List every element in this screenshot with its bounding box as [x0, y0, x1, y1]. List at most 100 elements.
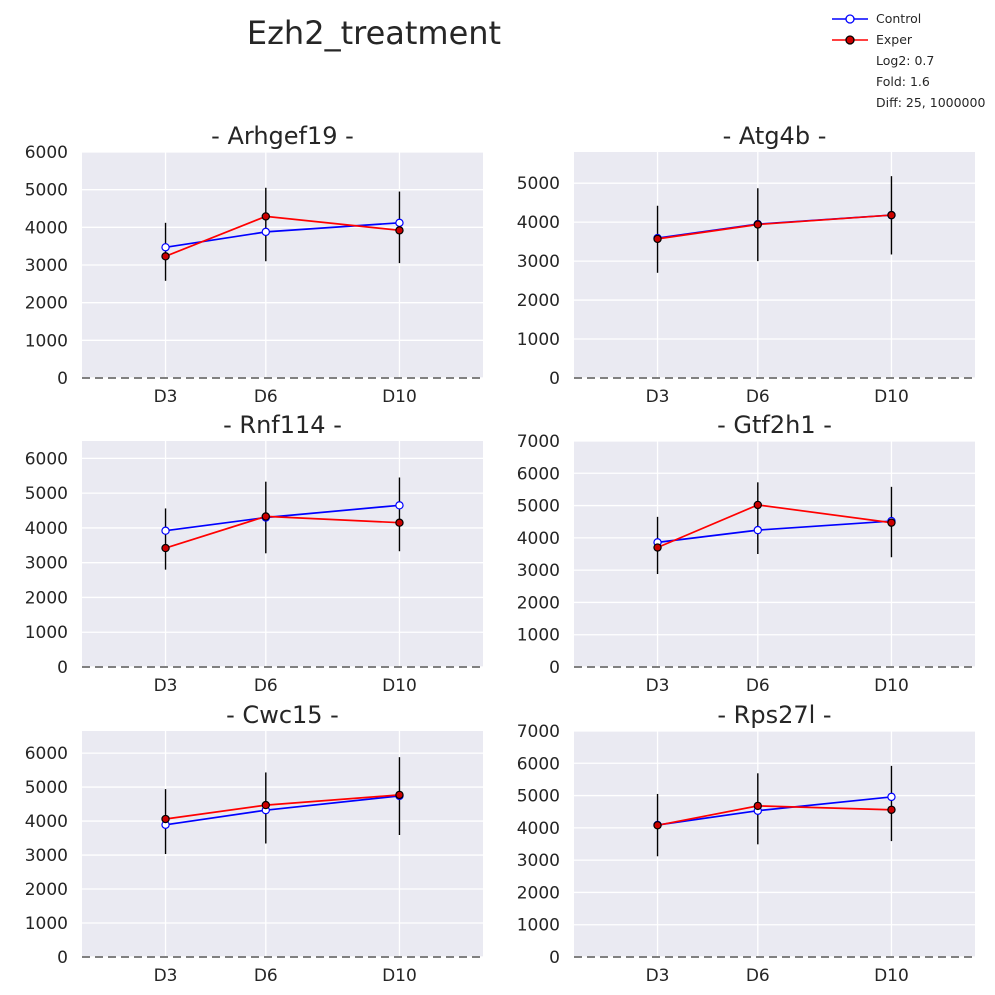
y-tick-label: 5000 — [25, 778, 68, 798]
x-tick-label: D10 — [382, 387, 417, 407]
plot-area — [82, 441, 483, 667]
data-point-control — [395, 218, 404, 228]
y-tick-label: 1000 — [517, 330, 560, 350]
y-tick-label: 1000 — [25, 331, 68, 351]
y-tick-label: 6000 — [25, 449, 68, 469]
y-tick-label: 2000 — [25, 588, 68, 608]
data-point-exper — [395, 518, 404, 527]
data-point-exper — [161, 252, 170, 261]
data-point-exper — [887, 518, 896, 527]
figure-title: Ezh2_treatment — [246, 14, 502, 52]
legend-note-log2-text: Log2: 0.7 — [876, 53, 935, 68]
y-tick-label: 6000 — [25, 143, 68, 163]
subplot-1: 0 1000 2000 3000 4000 5000 6000 D3 D6 D10 - Arhgef… — [25, 122, 483, 407]
x-tick-label: D3 — [154, 676, 178, 696]
x-tick-label: D10 — [874, 676, 909, 696]
y-tick-label: 4000 — [517, 529, 560, 549]
y-tick-label: 3000 — [517, 561, 560, 581]
y-tick-label: 0 — [57, 658, 68, 678]
x-tick-label: D3 — [646, 387, 670, 407]
subplot-title: - Atg4b - — [723, 122, 827, 150]
subplot-title: - Rnf114 - — [223, 411, 342, 439]
plot-area — [82, 731, 483, 957]
legend-note-fold-text: Fold: 1.6 — [876, 74, 930, 89]
y-tick-label: 4000 — [25, 218, 68, 238]
y-tick-label: 1000 — [517, 916, 560, 936]
subplot-6: 0 1000 2000 3000 4000 5000 6000 7000 D3 D6 D10 - Rp… — [517, 701, 975, 986]
legend-label-exper: Exper — [876, 32, 913, 47]
data-point-exper — [261, 512, 270, 521]
subplot-title: - Arhgef19 - — [211, 122, 354, 150]
data-point-exper — [161, 543, 170, 553]
y-tick-label: 3000 — [517, 252, 560, 272]
subplot-5: 0 1000 2000 3000 4000 5000 6000 D3 D6 D10 - Cwc15 … — [25, 701, 483, 986]
y-tick-label: 3000 — [517, 851, 560, 871]
y-tick-label: 5000 — [25, 181, 68, 201]
y-tick-label: 6000 — [517, 464, 560, 484]
data-point-exper — [753, 801, 762, 811]
x-tick-label: D6 — [254, 966, 278, 986]
y-tick-label: 2000 — [25, 294, 68, 314]
y-tick-label: 3000 — [25, 554, 68, 574]
y-tick-label: 7000 — [517, 722, 560, 742]
x-tick-label: D6 — [254, 387, 278, 407]
x-tick-label: D10 — [874, 966, 909, 986]
data-point-exper — [261, 800, 270, 810]
subplot-title: - Gtf2h1 - — [717, 411, 832, 439]
data-point-exper — [395, 790, 404, 800]
legend-label-control: Control — [876, 11, 922, 26]
plot-area — [574, 152, 975, 378]
data-point-control — [261, 227, 270, 237]
x-tick-label: D3 — [646, 966, 670, 986]
y-tick-label: 6000 — [25, 744, 68, 764]
y-tick-label: 5000 — [517, 497, 560, 517]
y-tick-label: 0 — [57, 948, 68, 968]
y-tick-label: 5000 — [517, 174, 560, 194]
y-tick-label: 5000 — [25, 484, 68, 504]
subplot-title: - Cwc15 - — [226, 701, 339, 729]
data-point-exper — [653, 543, 662, 552]
x-tick-label: D6 — [746, 387, 770, 407]
data-point-control — [161, 526, 170, 535]
subplot-4: 0 1000 2000 3000 4000 5000 6000 7000 D3 D6 D10 - Gt… — [517, 411, 975, 696]
x-tick-label: D6 — [746, 676, 770, 696]
legend-note-log2: Log2: 0.7 — [832, 50, 985, 71]
x-tick-label: D3 — [154, 387, 178, 407]
y-tick-label: 2000 — [517, 883, 560, 903]
legend-swatch-control — [832, 13, 868, 24]
subplot-3: 0 1000 2000 3000 4000 5000 6000 D3 D6 D10 - Rnf114… — [25, 411, 483, 696]
legend: Control Exper Log2: 0.7 Fold: 1.6 Diff: … — [832, 8, 985, 113]
data-point-control — [753, 525, 762, 535]
x-tick-label: D3 — [154, 966, 178, 986]
y-tick-label: 5000 — [517, 787, 560, 807]
legend-swatch-exper — [832, 34, 868, 45]
data-point-exper — [653, 234, 662, 244]
y-tick-label: 2000 — [25, 880, 68, 900]
data-point-exper — [653, 821, 662, 830]
y-tick-label: 0 — [549, 658, 560, 678]
subplot-title: - Rps27l - — [717, 701, 831, 729]
y-tick-label: 1000 — [517, 626, 560, 646]
data-point-exper — [395, 226, 404, 235]
y-tick-label: 4000 — [517, 213, 560, 233]
x-tick-label: D10 — [874, 387, 909, 407]
data-point-exper — [161, 814, 170, 824]
data-point-exper — [261, 212, 270, 221]
x-tick-label: D6 — [746, 966, 770, 986]
y-tick-label: 3000 — [25, 846, 68, 866]
x-tick-label: D3 — [646, 676, 670, 696]
data-point-exper — [753, 500, 762, 510]
legend-note-diff-text: Diff: 25, 1000000 — [876, 95, 986, 110]
legend-entry-control: Control — [832, 8, 985, 29]
y-tick-label: 4000 — [25, 812, 68, 832]
y-tick-label: 1000 — [25, 914, 68, 934]
subplot-2: 0 1000 2000 3000 4000 5000 D3 D6 D10 - Atg4b - — [517, 122, 975, 407]
x-tick-label: D10 — [382, 966, 417, 986]
x-tick-label: D10 — [382, 676, 417, 696]
y-tick-label: 1000 — [25, 623, 68, 643]
plot-area — [574, 731, 975, 957]
legend-note-diff: Diff: 25, 1000000 — [832, 92, 985, 113]
data-point-exper — [753, 220, 762, 229]
y-tick-label: 0 — [549, 369, 560, 389]
